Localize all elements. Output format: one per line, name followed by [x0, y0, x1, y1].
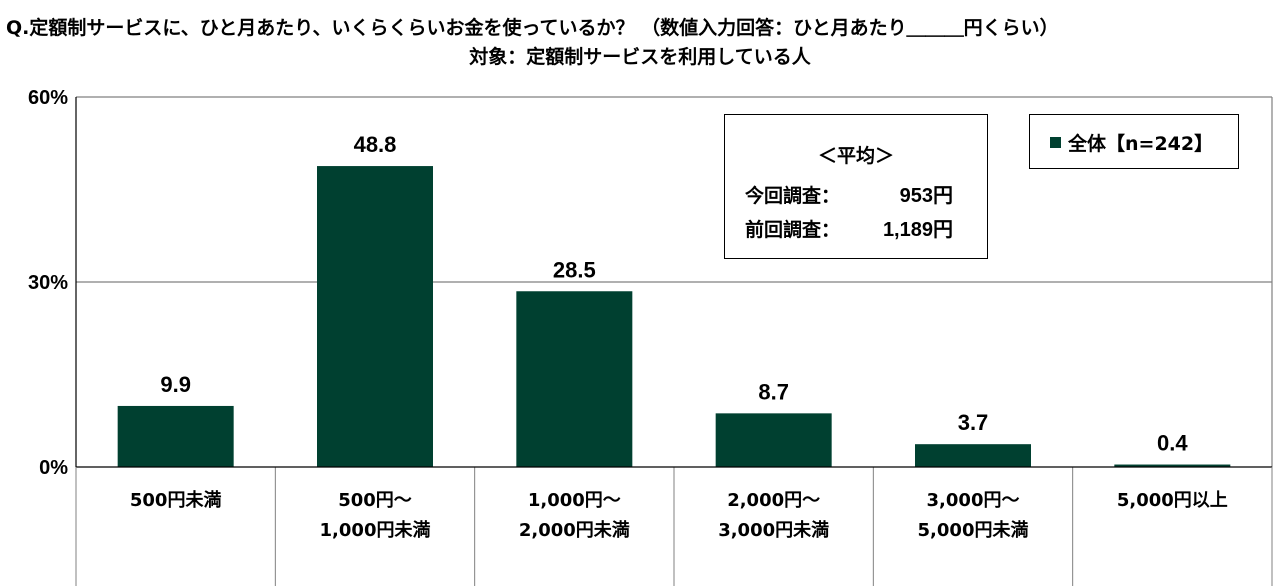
x-tick-label: 3,000円未満: [718, 519, 829, 541]
average-value-current: 953円: [899, 185, 953, 207]
y-tick-label: 60%: [28, 87, 68, 109]
average-label-previous: 前回調査：: [745, 219, 841, 241]
x-tick-label: 2,000円～: [727, 490, 820, 511]
average-value-previous: 1,189円: [882, 219, 953, 241]
x-tick-label: 5,000円以上: [1117, 490, 1228, 511]
average-row-current: 今回調査： 953円: [745, 179, 953, 208]
data-label: 48.8: [354, 132, 397, 157]
average-box: ＜平均＞ 今回調査： 953円 前回調査： 1,189円: [724, 114, 988, 259]
bar: [1114, 464, 1231, 467]
bar: [317, 166, 433, 468]
legend-label: 全体【n=242】: [1068, 133, 1214, 155]
data-label: 9.9: [160, 372, 191, 397]
legend: 全体【n=242】: [1029, 114, 1239, 169]
y-tick-label: 30%: [28, 272, 68, 294]
bar: [117, 405, 234, 467]
y-tick-label: 0%: [39, 457, 68, 479]
average-row-previous: 前回調査： 1,189円: [745, 213, 953, 242]
bar: [516, 291, 633, 467]
chart-subtitle: 対象：定額制サービスを利用している人: [469, 46, 811, 68]
x-tick-label: 500円～: [338, 490, 412, 511]
x-tick-label: 5,000円未満: [918, 519, 1029, 541]
x-tick-label: 1,000円～: [528, 490, 621, 511]
data-label: 8.7: [758, 379, 789, 404]
x-tick-label: 2,000円未満: [519, 519, 630, 541]
chart-title: Q.定額制サービスに、ひと月あたり、いくらくらいお金を使っているか？ （数値入力…: [6, 17, 1059, 39]
data-label: 28.5: [553, 257, 596, 282]
x-tick-label: 1,000円未満: [320, 519, 431, 541]
data-label: 0.4: [1157, 431, 1188, 456]
bar: [715, 413, 832, 467]
average-label-current: 今回調査：: [745, 185, 841, 207]
x-tick-label: 3,000円～: [927, 490, 1020, 511]
average-heading: ＜平均＞: [817, 145, 894, 167]
data-label: 3.7: [958, 410, 989, 435]
bar: [915, 444, 1031, 467]
legend-swatch: [1050, 137, 1061, 148]
x-tick-label: 500円未満: [130, 489, 222, 511]
